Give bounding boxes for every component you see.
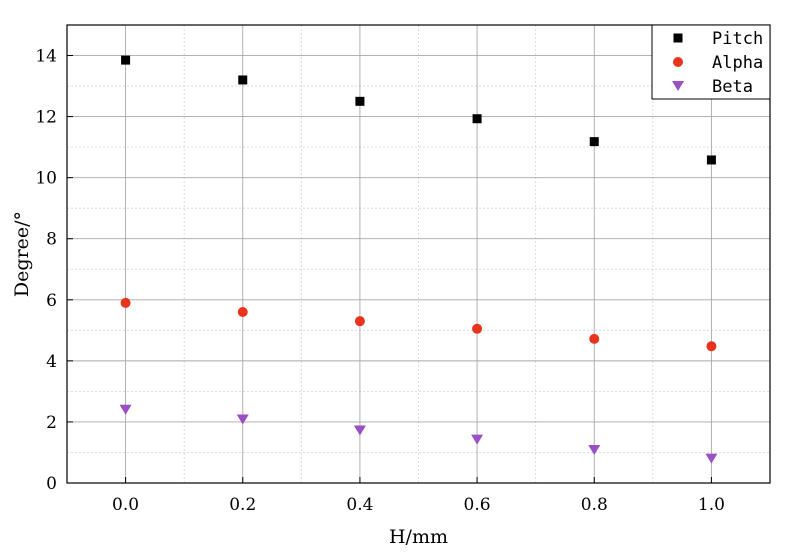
x-tick-label: 0.4: [346, 495, 373, 515]
data-point-alpha: [472, 323, 483, 334]
legend-marker-alpha: [673, 57, 683, 67]
data-point-alpha: [120, 297, 131, 308]
data-point-beta: [705, 453, 718, 464]
y-tick-labels: 0 2 4 6 8 10 12 14: [35, 47, 57, 494]
x-tick-label: 1.0: [698, 495, 725, 515]
data-point-beta: [471, 434, 484, 445]
y-tick-label: 0: [46, 474, 57, 494]
y-tick-label: 4: [46, 352, 57, 372]
x-tick-label: 0.0: [112, 495, 139, 515]
y-tick-label: 8: [46, 230, 57, 250]
data-point-beta: [236, 414, 249, 425]
series-pitch: [121, 55, 716, 165]
legend-label-alpha: Alpha: [712, 53, 763, 73]
data-point-alpha: [589, 333, 600, 344]
data-points: [119, 55, 718, 464]
legend-marker-pitch: [673, 33, 683, 43]
data-point-alpha: [706, 341, 717, 352]
x-tick-label: 0.6: [464, 495, 491, 515]
major-grid: [67, 25, 770, 483]
x-axis-title: H/mm: [389, 526, 448, 548]
legend-label-beta: Beta: [712, 77, 753, 97]
data-point-pitch: [238, 75, 248, 85]
plot-frame: [66, 24, 771, 484]
data-point-beta: [588, 445, 601, 456]
data-point-pitch: [589, 137, 599, 147]
data-point-pitch: [472, 114, 482, 124]
legend-marker-beta: [672, 81, 684, 91]
y-axis-title: Degree/°: [11, 211, 33, 297]
y-tick-label: 6: [46, 291, 57, 311]
minor-grid: [67, 25, 770, 483]
y-tick-label: 10: [35, 169, 57, 189]
legend-box: [651, 24, 771, 100]
axis-ticks: [67, 55, 712, 484]
data-point-alpha: [237, 307, 248, 318]
x-tick-label: 0.8: [581, 495, 608, 515]
series-beta: [119, 404, 718, 464]
legend-label-pitch: Pitch: [712, 29, 763, 49]
y-tick-label: 12: [35, 108, 57, 128]
y-tick-label: 14: [35, 47, 57, 67]
data-point-alpha: [354, 316, 365, 327]
y-tick-label: 2: [46, 413, 57, 433]
data-point-beta: [119, 404, 132, 415]
data-point-beta: [353, 425, 366, 436]
series-alpha: [120, 297, 717, 352]
data-point-pitch: [355, 96, 365, 106]
data-point-pitch: [121, 55, 131, 65]
data-point-pitch: [706, 155, 716, 165]
legend: Pitch Alpha Beta: [651, 24, 771, 100]
x-tick-labels: 0.0 0.2 0.4 0.6 0.8 1.0: [112, 495, 725, 515]
x-tick-label: 0.2: [229, 495, 256, 515]
